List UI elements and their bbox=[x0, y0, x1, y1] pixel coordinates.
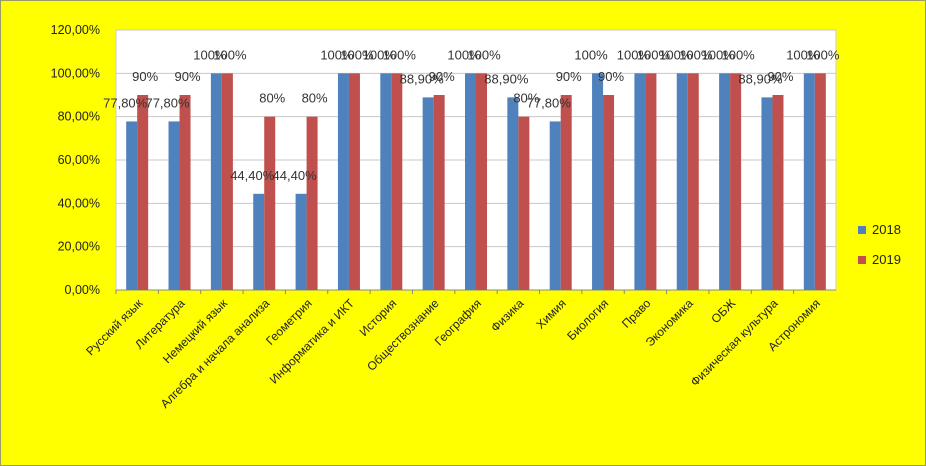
bar-2018 bbox=[634, 73, 646, 290]
y-tick-label: 100,00% bbox=[51, 66, 100, 80]
bar-2018 bbox=[380, 73, 392, 290]
data-label-2018: 100% bbox=[701, 47, 735, 62]
data-label-2019: 100% bbox=[806, 47, 840, 62]
data-label-2018: 77,80% bbox=[527, 95, 572, 110]
data-label-2018: 100% bbox=[447, 47, 481, 62]
x-category-label: География bbox=[432, 296, 484, 348]
data-label-2019: 80% bbox=[513, 91, 539, 106]
data-label-2019: 90% bbox=[767, 69, 793, 84]
x-category-label: Химия bbox=[533, 296, 568, 331]
data-label-2019: 100% bbox=[467, 47, 501, 62]
legend-label-2018: 2018 bbox=[872, 222, 901, 237]
legend-swatch-2018 bbox=[858, 225, 866, 234]
data-label-2018: 44,40% bbox=[230, 168, 275, 183]
bar-2019 bbox=[476, 73, 487, 290]
data-label-2018: 88,90% bbox=[484, 71, 529, 86]
bar-2018 bbox=[295, 193, 307, 290]
bar-2019 bbox=[348, 73, 360, 290]
data-label-2019: 100% bbox=[340, 47, 374, 62]
bar-2018 bbox=[210, 73, 222, 290]
data-label-2018: 100% bbox=[617, 47, 651, 62]
y-tick-label: 40,00% bbox=[58, 196, 100, 210]
data-label-2018: 88,90% bbox=[400, 71, 445, 86]
bar-2019 bbox=[264, 116, 276, 291]
data-label-2019: 90% bbox=[175, 69, 201, 84]
data-label-2019: 90% bbox=[429, 69, 455, 84]
data-label-2018: 88,90% bbox=[738, 71, 783, 86]
bar-2019 bbox=[518, 116, 530, 291]
x-category-label: Физика bbox=[488, 296, 527, 335]
data-label-2018: 100% bbox=[659, 47, 693, 62]
bar-2018 bbox=[803, 73, 815, 290]
x-category-label: ОБЖ bbox=[708, 296, 738, 326]
bar-2018 bbox=[465, 73, 476, 290]
data-label-2018: 100% bbox=[320, 47, 354, 62]
bar-2019 bbox=[645, 73, 657, 290]
bar-2018 bbox=[676, 73, 688, 290]
data-label-2019: 80% bbox=[259, 91, 285, 106]
data-label-2018: 100% bbox=[786, 47, 820, 62]
bar-2019 bbox=[772, 95, 784, 290]
data-label-2019: 100% bbox=[679, 47, 713, 62]
data-label-2019: 100% bbox=[637, 47, 671, 62]
y-tick-label: 20,00% bbox=[58, 240, 100, 254]
data-label-2019: 100% bbox=[721, 47, 755, 62]
data-label-2019: 100% bbox=[383, 47, 417, 62]
bar-2019 bbox=[137, 95, 149, 290]
data-label-2019: 90% bbox=[556, 69, 582, 84]
data-label-2018: 77,80% bbox=[103, 95, 148, 110]
bar-2018 bbox=[549, 121, 561, 290]
data-label-2018: 100% bbox=[193, 47, 227, 62]
data-label-2019: 80% bbox=[302, 91, 328, 106]
legend-swatch-2019 bbox=[858, 255, 866, 264]
bar-2018 bbox=[507, 97, 519, 290]
x-category-label: Право bbox=[619, 296, 654, 331]
bar-2018 bbox=[337, 73, 349, 290]
bar-2018 bbox=[253, 193, 265, 290]
data-label-2019: 90% bbox=[132, 69, 158, 84]
data-label-2019: 100% bbox=[213, 47, 247, 62]
data-label-2018: 100% bbox=[574, 47, 608, 62]
data-label-2018: 100% bbox=[363, 47, 397, 62]
bar-2019 bbox=[560, 95, 572, 290]
bar-2019 bbox=[306, 116, 318, 291]
x-category-label: Информатика и ИКТ bbox=[267, 296, 358, 387]
bar-2019 bbox=[603, 95, 615, 290]
y-tick-label: 80,00% bbox=[58, 110, 100, 124]
x-category-label: Биология bbox=[564, 296, 611, 343]
bar-2018 bbox=[422, 97, 434, 290]
bar-2019 bbox=[433, 95, 445, 290]
legend-label-2019: 2019 bbox=[872, 252, 901, 267]
y-tick-label: 120,00% bbox=[51, 23, 100, 37]
bar-2019 bbox=[730, 73, 742, 290]
bar-2019 bbox=[814, 73, 826, 290]
legend-item-2019: 2019 bbox=[858, 252, 901, 267]
bar-2018 bbox=[168, 121, 180, 290]
y-tick-label: 0,00% bbox=[65, 283, 100, 297]
legend-item-2018: 2018 bbox=[858, 222, 901, 237]
data-label-2018: 77,80% bbox=[145, 95, 190, 110]
data-label-2019: 90% bbox=[598, 69, 624, 84]
x-category-label: Русский язык bbox=[83, 296, 146, 359]
x-category-label: История bbox=[357, 296, 400, 339]
x-category-label: Обществознание bbox=[364, 296, 442, 374]
bar-2019 bbox=[221, 73, 233, 290]
bar-2019 bbox=[179, 95, 191, 290]
bar-2018 bbox=[761, 97, 773, 290]
bar-2018 bbox=[592, 73, 604, 290]
bar-2018 bbox=[719, 73, 731, 290]
bar-2019 bbox=[391, 73, 403, 290]
y-tick-label: 60,00% bbox=[58, 153, 100, 167]
bar-2018 bbox=[126, 121, 138, 290]
data-label-2018: 44,40% bbox=[273, 168, 318, 183]
bar-2019 bbox=[687, 73, 699, 290]
